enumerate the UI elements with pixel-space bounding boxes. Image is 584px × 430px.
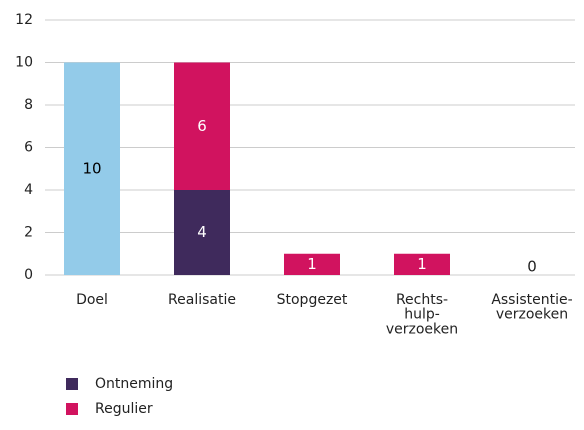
y-tick-label: 10 xyxy=(15,55,33,71)
legend-swatch xyxy=(66,378,78,390)
bar-segment xyxy=(64,62,120,275)
x-tick-label: Rechts-hulp-verzoeken xyxy=(386,292,458,337)
x-tick-label: Doel xyxy=(76,292,108,308)
x-tick-label: Stopgezet xyxy=(277,292,348,308)
bar-segment xyxy=(394,253,450,275)
data-label: 1 xyxy=(307,255,317,273)
y-tick-label: 2 xyxy=(24,225,33,241)
x-tick-label: Assistentie-verzoeken xyxy=(491,292,572,323)
data-label: 4 xyxy=(197,223,207,241)
data-label: 1 xyxy=(417,255,427,273)
y-tick-label: 0 xyxy=(24,267,33,283)
legend-label: Ontneming xyxy=(95,376,173,392)
y-tick-label: 8 xyxy=(24,97,33,113)
y-tick-label: 6 xyxy=(24,140,33,156)
x-tick-label: Realisatie xyxy=(168,292,236,308)
data-label: 0 xyxy=(527,258,537,276)
bar-segment xyxy=(174,190,230,275)
y-tick-label: 12 xyxy=(15,12,33,28)
data-label: 10 xyxy=(82,159,101,177)
legend-swatch xyxy=(66,403,78,415)
legend-label: Regulier xyxy=(95,401,153,417)
data-label: 6 xyxy=(197,117,207,135)
bar-segment xyxy=(174,62,230,190)
bar-segment xyxy=(284,253,340,275)
y-tick-label: 4 xyxy=(24,182,33,198)
